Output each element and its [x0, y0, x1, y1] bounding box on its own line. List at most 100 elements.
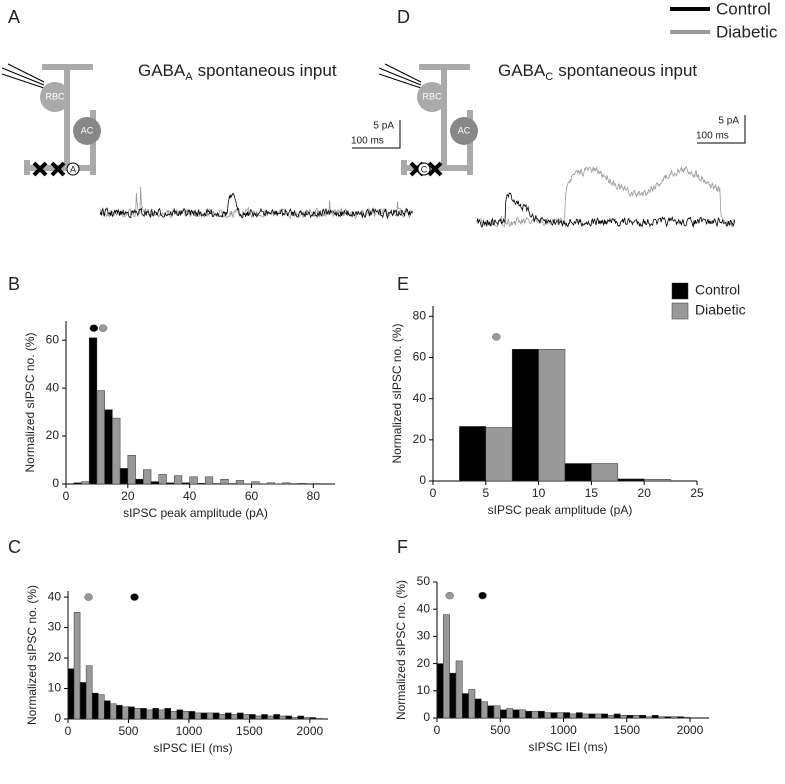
ac	[73, 117, 101, 145]
bar	[176, 709, 184, 720]
bar	[512, 709, 520, 719]
x-tick-label: 2000	[297, 724, 324, 738]
bar	[152, 708, 159, 720]
bar	[261, 714, 268, 720]
bar	[613, 713, 621, 719]
legend-label: Diabetic	[695, 302, 746, 318]
title-main: GABA	[138, 61, 186, 80]
x-axis-label: sIPSC IEI (ms)	[528, 740, 607, 754]
blocked-receptor	[427, 161, 443, 177]
bar	[146, 709, 153, 720]
bar	[127, 454, 136, 485]
receptor-label: A	[70, 164, 76, 174]
x-tick-label: 2000	[677, 723, 704, 737]
trace	[99, 192, 414, 220]
legend-label: Diabetic	[716, 22, 778, 41]
title-rest: spontaneous input	[558, 61, 697, 80]
scale-bar	[697, 115, 746, 144]
bar	[96, 390, 105, 485]
y-axis-label: Normalized sIPSC no. (%)	[25, 585, 39, 725]
bar	[582, 713, 590, 719]
bar	[112, 417, 121, 485]
receptor	[417, 162, 431, 176]
x-axis-label: sIPSC IEI (ms)	[153, 741, 232, 755]
rbc-axon	[401, 64, 473, 175]
bar	[443, 614, 450, 719]
title-rest: spontaneous input	[198, 61, 337, 80]
bar	[487, 705, 495, 719]
x-tick-label: 1500	[613, 723, 640, 737]
x-tick-label: 5	[482, 486, 489, 500]
bar	[291, 717, 299, 720]
pipette	[1, 63, 45, 89]
bar	[643, 479, 671, 482]
bar	[181, 482, 190, 485]
panel-letter: E	[397, 274, 409, 294]
x-tick-label: 20	[121, 489, 135, 503]
bar	[182, 711, 190, 720]
y-tick-label: 10	[48, 681, 62, 695]
cell-label: RBC	[422, 91, 442, 101]
bar	[449, 672, 457, 719]
x-tick-label: 10	[532, 486, 546, 500]
bar	[485, 427, 513, 482]
x-axis-label: sIPSC peak amplitude (pA)	[488, 503, 633, 517]
x-tick-label: 1000	[550, 723, 577, 737]
bar	[243, 714, 250, 720]
bar	[544, 712, 552, 719]
bar	[194, 712, 202, 720]
y-tick-label: 80	[413, 308, 427, 322]
x-tick-label: 80	[307, 489, 321, 503]
x-tick-label: 40	[183, 489, 197, 503]
rbc	[417, 82, 447, 112]
scale-time: 100 ms	[351, 136, 384, 147]
panel-letter: C	[8, 537, 21, 557]
bar	[158, 709, 165, 720]
bar	[297, 483, 306, 485]
y-tick-label: 50	[417, 574, 431, 588]
bar	[85, 665, 93, 720]
bar	[620, 715, 628, 719]
scale-bar	[352, 120, 401, 149]
bar	[134, 708, 141, 720]
bar	[297, 715, 305, 720]
bar	[150, 481, 160, 485]
mean-marker	[98, 324, 108, 332]
bar	[556, 712, 564, 719]
bar	[249, 714, 256, 720]
bar	[116, 705, 123, 720]
bar	[200, 712, 208, 720]
panel-letter: F	[397, 537, 408, 557]
bar	[273, 714, 280, 720]
bar	[632, 715, 640, 719]
y-tick-label: 30	[417, 629, 431, 643]
bar	[104, 700, 111, 720]
receptor	[66, 162, 80, 176]
bar	[267, 715, 274, 720]
y-tick-label: 0	[52, 476, 59, 490]
bar	[231, 714, 238, 720]
title-sub: A	[185, 71, 193, 83]
bar	[91, 692, 99, 720]
bar	[518, 709, 526, 719]
bar	[537, 710, 545, 719]
bar	[212, 712, 220, 720]
bar	[224, 712, 232, 720]
bar	[81, 481, 90, 485]
bar	[140, 708, 147, 720]
bar	[474, 698, 482, 719]
bar	[119, 468, 129, 485]
bar	[564, 463, 592, 482]
mean-marker	[89, 324, 99, 332]
bar	[563, 712, 571, 719]
trace	[476, 192, 735, 228]
scale-current: 5 pA	[718, 116, 739, 127]
bar	[626, 715, 634, 719]
bar	[266, 482, 275, 485]
trace-title: GABAA spontaneous input	[138, 61, 337, 82]
x-tick-label: 15	[585, 486, 599, 500]
y-tick-label: 40	[46, 380, 60, 394]
bar	[525, 710, 533, 719]
bar	[511, 348, 539, 482]
